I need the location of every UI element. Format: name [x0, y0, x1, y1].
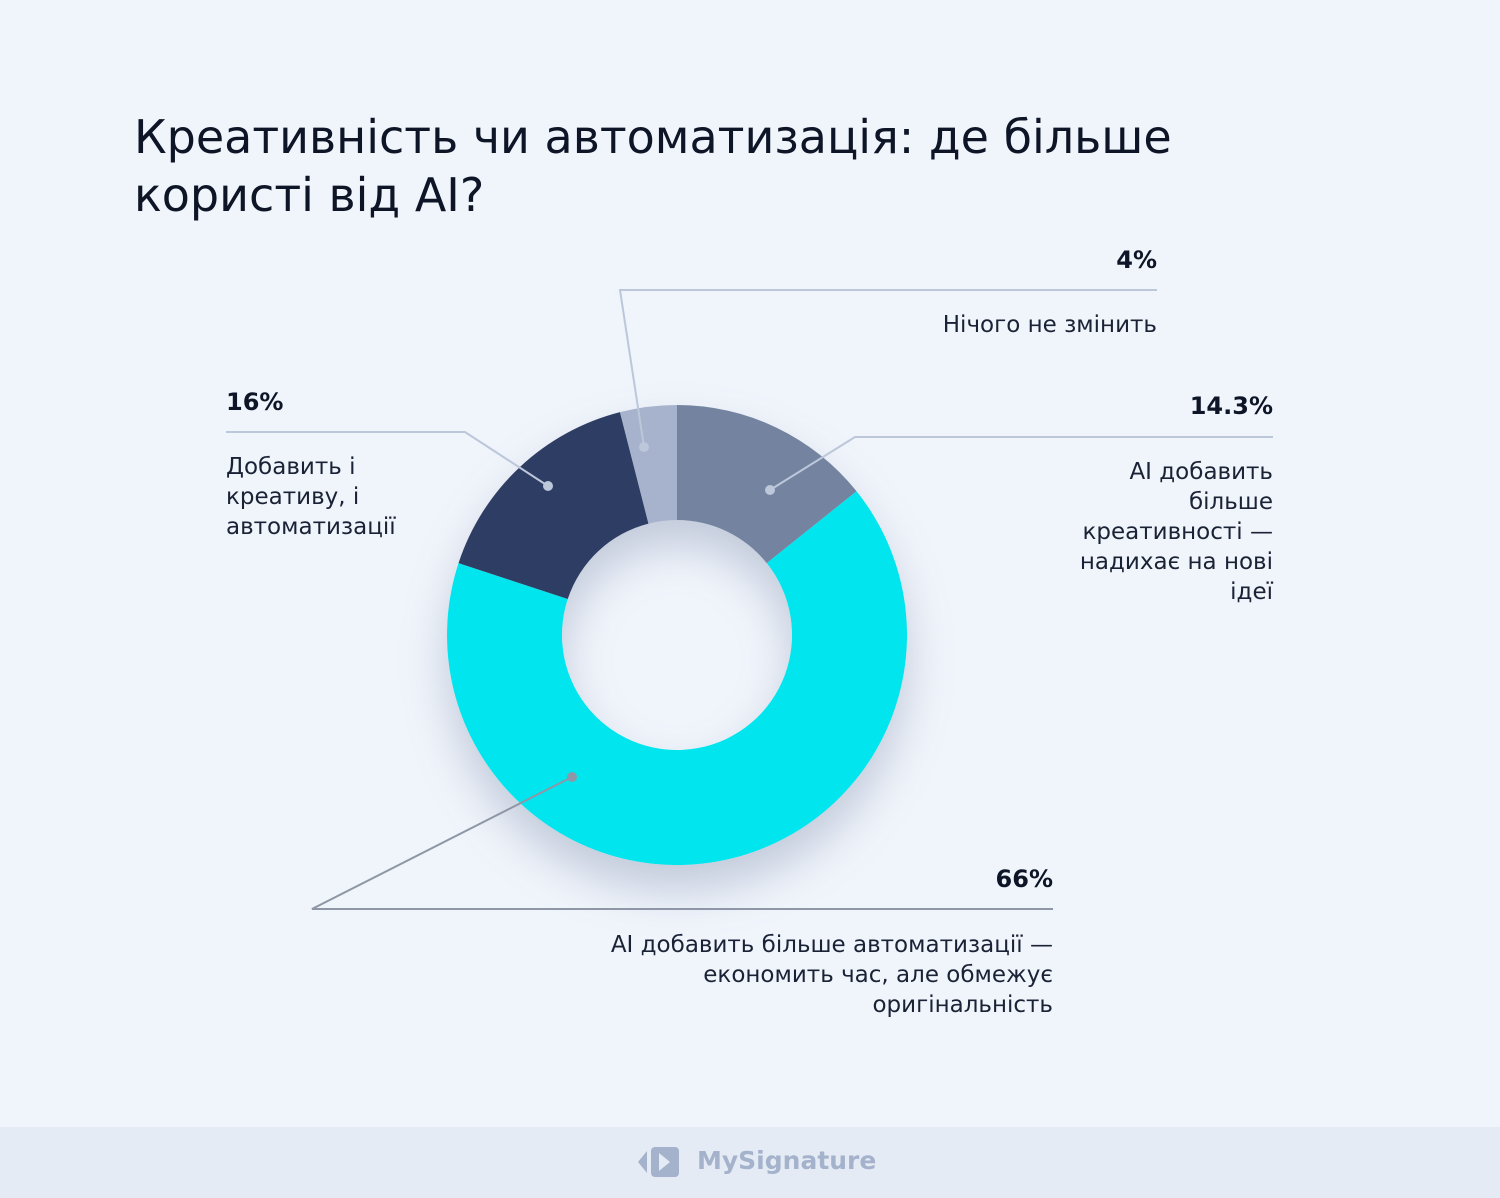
- slice-label: Добавить і креативу, і автоматизації: [226, 454, 396, 540]
- leader-dot: [765, 485, 775, 495]
- slice-label: AI добавить більше автоматизації — еконо…: [610, 932, 1053, 1018]
- donut-slice: [677, 405, 857, 564]
- brand-name: MySignature: [697, 1146, 877, 1175]
- leader-line: [618, 289, 1157, 448]
- leader-dot: [567, 772, 577, 782]
- slice-value-label: 4%: [1116, 246, 1157, 274]
- mysignature-logo-icon: [638, 1147, 679, 1177]
- leader-dot: [639, 442, 649, 452]
- leader-line: [769, 436, 1273, 491]
- leader-dot: [543, 481, 553, 491]
- slice-label: AI добавить більше креативності — надиха…: [1079, 459, 1273, 605]
- slice-label: Нічого не змінить: [942, 312, 1157, 338]
- donut-slice: [619, 405, 677, 524]
- donut-slice: [458, 412, 649, 600]
- slice-value-label: 66%: [995, 865, 1053, 893]
- slice-value-label: 16%: [226, 388, 284, 416]
- chart-title: Креативність чи автоматизація: де більше…: [134, 110, 1172, 222]
- leader-line: [226, 431, 549, 487]
- donut-slice: [447, 491, 907, 865]
- leader-line: [311, 776, 1053, 910]
- footer: MySignature: [0, 1127, 1500, 1198]
- slice-value-label: 14.3%: [1189, 392, 1273, 420]
